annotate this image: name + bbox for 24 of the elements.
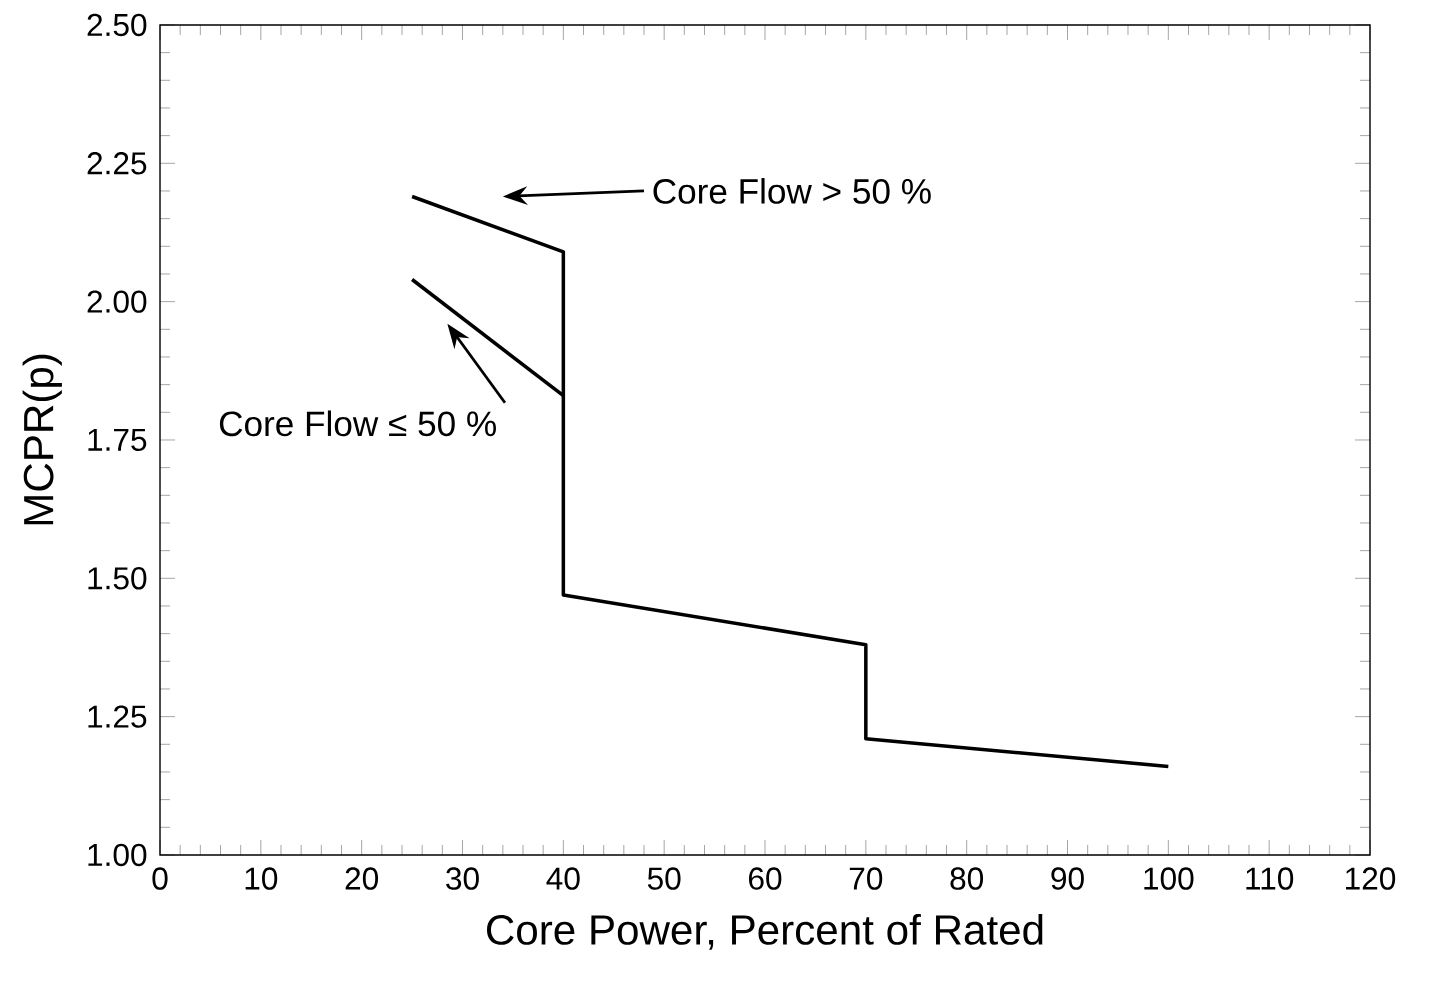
x-tick-label: 60 <box>749 867 782 890</box>
y-tick-label: 1.50 <box>88 567 147 590</box>
x-tick-label: 30 <box>446 867 479 890</box>
annotation: Core Flow ≤ 50 % <box>219 410 496 437</box>
x-tick-label: 90 <box>1051 867 1084 890</box>
y-tick-label: 2.50 <box>87 13 147 37</box>
x-tick-label: 120 <box>1346 867 1396 890</box>
y-tick-label: 2.00 <box>87 290 147 313</box>
x-tick-label: 40 <box>546 867 580 890</box>
x-tick-label: 10 <box>245 867 278 890</box>
x-tick-label: 100 <box>1144 867 1194 890</box>
x-axis-title: Core Power, Percent of Rated <box>487 913 1043 950</box>
y-tick-label: 2.25 <box>87 152 147 175</box>
x-tick-label: 20 <box>345 867 379 890</box>
y-tick-label: 1.00 <box>88 843 147 867</box>
y-axis-title: MCPR(p) <box>22 354 62 525</box>
x-tick-label: 50 <box>647 867 681 890</box>
y-tick-label: 1.25 <box>88 705 147 728</box>
x-tick-label: 0 <box>152 867 168 890</box>
x-tick-label: 110 <box>1246 867 1294 890</box>
annotation: Core Flow > 50 % <box>653 178 931 204</box>
x-tick-label: 70 <box>849 867 883 890</box>
y-tick-label: 1.75 <box>88 428 147 452</box>
x-tick-label: 80 <box>950 867 984 890</box>
